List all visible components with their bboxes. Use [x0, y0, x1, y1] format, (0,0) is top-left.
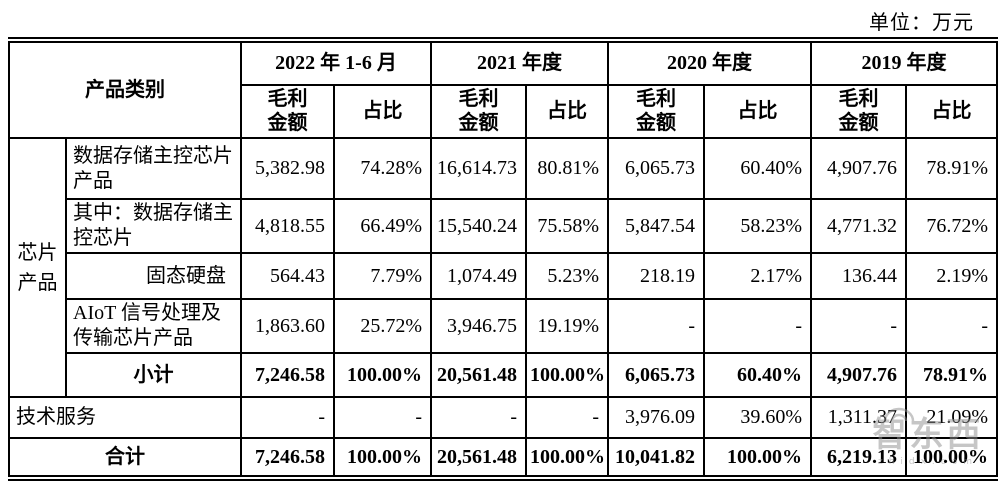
cell-value: 58.23% — [703, 198, 813, 254]
cell-value: 78.91% — [905, 137, 999, 200]
cell-value: 1,863.60 — [240, 298, 335, 354]
amount-header: 毛利金额 — [810, 84, 908, 139]
period-header-2021: 2021 年度 — [430, 39, 610, 86]
cell-value: 7,246.58 — [240, 352, 335, 398]
cell-value: 25.72% — [332, 298, 433, 354]
cell-value: 74.28% — [332, 137, 433, 200]
cell-value: - — [430, 396, 528, 439]
amount-header: 毛利金额 — [607, 84, 706, 139]
header-row-subheaders: 毛利金额 占比 毛利金额 占比 毛利金额 占比 毛利金额 占比 — [9, 84, 999, 139]
cell-value: 1,074.49 — [430, 252, 528, 300]
cell-value: 100.00% — [703, 437, 813, 479]
subtotal-row: 小计 7,246.58 100.00% 20,561.48 100.00% 6,… — [9, 352, 999, 398]
cell-value: 16,614.73 — [430, 137, 528, 200]
cell-value: 4,818.55 — [240, 198, 335, 254]
cell-value: 15,540.24 — [430, 198, 528, 254]
row-label: 技术服务 — [8, 396, 242, 439]
cell-value: - — [332, 396, 433, 439]
cell-value: 6,219.13 — [810, 437, 908, 479]
cell-value: 100.00% — [525, 437, 610, 479]
unit-label: 单位：万元 — [869, 12, 974, 34]
cell-value: 100.00% — [905, 437, 999, 479]
table-row: AIoT 信号处理及传输芯片产品 1,863.60 25.72% 3,946.7… — [9, 298, 999, 354]
cell-value: 218.19 — [607, 252, 706, 300]
cell-value: 6,065.73 — [607, 137, 706, 200]
cell-value: 3,976.09 — [607, 396, 706, 439]
table-row: 固态硬盘 564.43 7.79% 1,074.49 5.23% 218.19 … — [9, 252, 999, 300]
header-row-periods: 产品类别 2022 年 1-6 月 2021 年度 2020 年度 2019 年… — [8, 39, 999, 139]
tech-service-row: 技术服务 - - - - 3,976.09 39.60% 1,311.37 21… — [8, 396, 999, 439]
cell-value: 564.43 — [240, 252, 335, 300]
category-header: 产品类别 — [8, 39, 242, 139]
row-label: 合计 — [8, 437, 242, 479]
cell-value: 7,246.58 — [240, 437, 335, 479]
cell-value: 20,561.48 — [430, 437, 528, 479]
cell-value: 66.49% — [332, 198, 433, 254]
row-label: 数据存储主控芯片产品 — [65, 137, 242, 200]
row-label: 其中：数据存储主控芯片 — [65, 198, 242, 254]
cell-value: 6,065.73 — [607, 352, 706, 398]
cell-value: 4,907.76 — [810, 137, 908, 200]
cell-value: 4,907.76 — [810, 352, 908, 398]
ratio-header: 占比 — [332, 84, 433, 139]
amount-header: 毛利金额 — [240, 84, 335, 139]
row-label: 固态硬盘 — [65, 252, 242, 300]
cell-value: 19.19% — [525, 298, 610, 354]
cell-value: - — [240, 396, 335, 439]
cell-value: 136.44 — [810, 252, 908, 300]
cell-value: 78.91% — [905, 352, 999, 398]
period-header-2022: 2022 年 1-6 月 — [239, 39, 433, 86]
cell-value: - — [703, 298, 813, 354]
cell-value: 2.19% — [905, 252, 999, 300]
cell-value: 7.79% — [332, 252, 433, 300]
ratio-header: 占比 — [703, 84, 813, 139]
cell-value: 2.17% — [703, 252, 813, 300]
cell-value: 39.60% — [703, 396, 813, 439]
cell-value: 80.81% — [525, 137, 610, 200]
cell-value: 3,946.75 — [430, 298, 528, 354]
amount-header: 毛利金额 — [430, 84, 528, 139]
cell-value: 5,847.54 — [607, 198, 706, 254]
row-label: AIoT 信号处理及传输芯片产品 — [65, 298, 242, 354]
period-header-2019: 2019 年度 — [810, 39, 999, 86]
ratio-header: 占比 — [525, 84, 610, 139]
row-label: 小计 — [65, 352, 242, 398]
table-row: 其中：数据存储主控芯片 4,818.55 66.49% 15,540.24 75… — [9, 198, 999, 254]
cell-value: 75.58% — [525, 198, 610, 254]
cell-value: 21.09% — [905, 396, 999, 439]
cell-value: 100.00% — [525, 352, 610, 398]
cell-value: 10,041.82 — [607, 437, 706, 479]
gross-profit-by-product-table: 产品类别 2022 年 1-6 月 2021 年度 2020 年度 2019 年… — [8, 37, 999, 481]
table-row: 芯片产品 数据存储主控芯片产品 5,382.98 74.28% 16,614.7… — [8, 137, 999, 398]
cell-value: 76.72% — [905, 198, 999, 254]
cell-value: 60.40% — [703, 137, 813, 200]
cell-value: 100.00% — [332, 352, 433, 398]
cell-value: - — [607, 298, 706, 354]
cell-value: 20,561.48 — [430, 352, 528, 398]
cell-value: - — [810, 298, 908, 354]
cell-value: 100.00% — [332, 437, 433, 479]
group-label-chip-products: 芯片产品 — [8, 137, 67, 398]
period-header-2020: 2020 年度 — [607, 39, 813, 86]
cell-value: 5,382.98 — [240, 137, 335, 200]
cell-value: 4,771.32 — [810, 198, 908, 254]
ratio-header: 占比 — [905, 84, 999, 139]
cell-value: 60.40% — [703, 352, 813, 398]
cell-value: - — [905, 298, 999, 354]
cell-value: 1,311.37 — [810, 396, 908, 439]
cell-value: 5.23% — [525, 252, 610, 300]
cell-value: - — [525, 396, 610, 439]
total-row: 合计 7,246.58 100.00% 20,561.48 100.00% 10… — [8, 437, 999, 479]
